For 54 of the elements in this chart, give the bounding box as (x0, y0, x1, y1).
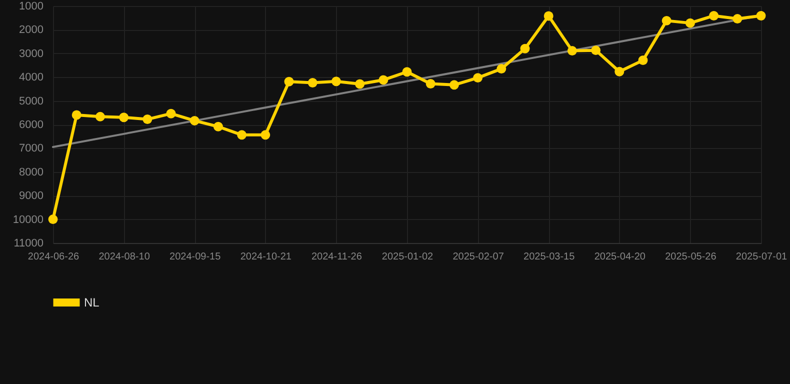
point (638, 56, 648, 66)
y-tick-label: 2000 (19, 24, 44, 36)
point (308, 78, 318, 88)
x-tick-label: 2025-01-02 (382, 252, 434, 262)
y-tick-label: 6000 (19, 119, 44, 131)
point (496, 64, 506, 74)
point (119, 112, 129, 122)
legend-label: NL (84, 296, 100, 310)
point (426, 79, 436, 88)
point (213, 122, 223, 132)
y-tick-label: 5000 (19, 95, 44, 108)
y-tick-label: 7000 (19, 142, 44, 155)
x-tick-label: 2024-08-10 (98, 252, 150, 262)
point (756, 10, 766, 20)
y-tick-label: 1000 (19, 0, 44, 12)
point (662, 16, 672, 26)
x-tick-label: 2025-05-26 (665, 252, 717, 262)
point (402, 67, 412, 77)
point (190, 116, 200, 126)
point (284, 76, 294, 86)
x-tick-label: 2024-09-15 (170, 252, 222, 262)
point (48, 214, 58, 224)
y-tick-label: 4000 (19, 72, 44, 84)
x-tick-label: 2024-10-21 (240, 252, 292, 262)
point (449, 80, 459, 90)
point (95, 112, 105, 122)
y-tick-label: 3000 (19, 48, 44, 60)
point (237, 130, 247, 140)
y-tick-label: 9000 (19, 190, 44, 202)
point (142, 114, 152, 124)
point (591, 46, 601, 56)
point (614, 66, 624, 76)
point (709, 10, 719, 20)
point (72, 110, 82, 120)
point (473, 73, 483, 83)
point (378, 75, 388, 85)
point (331, 76, 341, 86)
point (166, 108, 176, 118)
x-tick-label: 2025-04-20 (594, 252, 646, 262)
y-tick-label: 10000 (12, 214, 44, 226)
point (732, 14, 742, 24)
y-tick-label: 11000 (14, 238, 44, 250)
x-tick-label: 2024-06-26 (28, 252, 80, 262)
x-tick-label: 2025-02-07 (452, 252, 504, 262)
x-tick-label: 2025-03-15 (524, 252, 576, 262)
x-tick-label: 2025-07-01 (736, 252, 788, 262)
point (260, 130, 270, 140)
point (685, 18, 695, 28)
y-tick-label: 8000 (19, 166, 44, 178)
point (567, 46, 577, 56)
point (544, 11, 554, 21)
x-tick-label: 2024-11-26 (311, 252, 362, 262)
point (355, 79, 365, 89)
point (520, 44, 530, 54)
